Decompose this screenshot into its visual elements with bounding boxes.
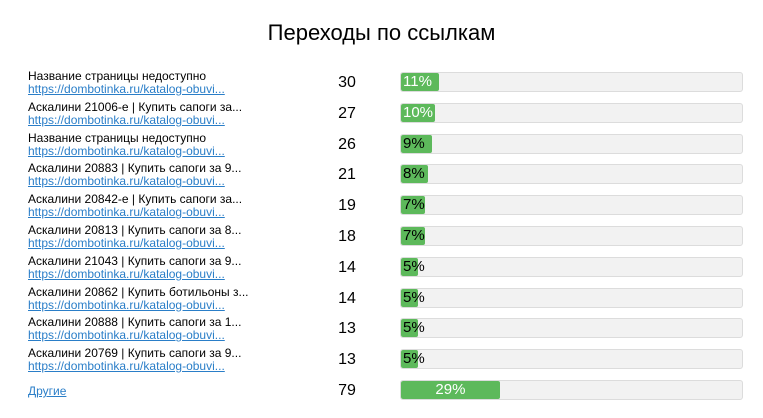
page-name: Аскалини 21043 | Купить сапоги за 9... [28,253,242,268]
page-link[interactable]: https://dombotinka.ru/katalog-obuvi... [28,266,225,281]
percent-label: 5% [403,319,425,337]
page-name: Аскалини 20862 | Купить ботильоны з... [28,284,249,299]
percent-label: 5% [403,257,425,275]
percent-bar-fill [401,380,500,399]
page-link[interactable]: https://dombotinka.ru/katalog-obuvi... [28,112,225,127]
list-item: Аскалини 20888 | Купить сапоги за 1... h… [0,314,763,345]
list-item: Аскалини 20769 | Купить сапоги за 9... h… [0,345,763,376]
percent-bar-fill [401,350,419,369]
percent-bar-fill [401,288,419,307]
page-name: Аскалини 20883 | Купить сапоги за 9... [28,161,242,176]
click-count: 27 [338,104,356,122]
percent-bar: 5% [400,318,743,339]
percent-bar: 10% [400,102,743,123]
page-link[interactable]: https://dombotinka.ru/katalog-obuvi... [28,359,225,374]
page-link[interactable]: https://dombotinka.ru/katalog-obuvi... [28,82,225,96]
percent-label: 10% [403,103,434,121]
click-count: 26 [338,135,356,153]
page-title: Переходы по ссылкам [267,20,496,45]
list-item: Аскалини 20813 | Купить сапоги за 8... h… [0,222,763,253]
percent-bar-fill [401,319,419,338]
list-item: Аскалини 21043 | Купить сапоги за 9... h… [0,253,763,284]
page-name: Аскалини 21006-е | Купить сапоги за... [28,99,243,114]
percent-bar: 5% [400,349,743,370]
page-name: Название страницы недоступно [28,69,207,83]
percent-bar-fill [401,165,429,184]
percent-bar: 7% [400,195,743,216]
page-name: Аскалини 20888 | Купить сапоги за 1... [28,315,242,330]
click-count: 30 [338,74,356,91]
page-link[interactable]: https://dombotinka.ru/katalog-obuvi... [28,143,225,158]
percent-bar: 9% [400,133,743,154]
percent-bar-fill [401,196,425,215]
list-item: Аскалини 21006-е | Купить сапоги за... h… [0,99,763,130]
list-item: Аскалини 20842-е | Купить сапоги за... h… [0,191,763,222]
page-link[interactable]: https://dombotinka.ru/katalog-obuvi... [28,297,225,312]
percent-bar-fill [401,73,439,91]
percent-label: 29% [435,380,466,398]
click-count: 79 [338,381,356,399]
list-item: Аскалини 20883 | Купить сапоги за 9... h… [0,160,763,191]
click-count: 13 [338,320,356,338]
page-link[interactable]: https://dombotinka.ru/katalog-obuvi... [28,205,225,220]
list-item: Название страницы недоступно https://dom… [0,130,763,161]
percent-label: 7% [403,196,425,214]
list-item-other: Другие 79 29% [0,376,763,407]
click-count: 21 [338,166,356,184]
percent-bar: 5% [400,256,743,277]
percent-label: 7% [403,226,425,244]
page-name: Аскалини 20813 | Купить сапоги за 8... [28,222,242,237]
percent-label: 5% [403,350,425,368]
percent-label: 9% [403,134,425,152]
link-clicks-list: Название страницы недоступно https://dom… [0,68,763,407]
page-link[interactable]: https://dombotinka.ru/katalog-obuvi... [28,328,225,343]
page-name: Название страницы недоступно [28,130,207,145]
page-name: Аскалини 20769 | Купить сапоги за 9... [28,346,242,361]
percent-label: 5% [403,288,425,306]
list-item: Название страницы недоступно https://dom… [0,68,763,99]
click-count: 19 [338,197,356,215]
click-count: 14 [338,258,356,276]
percent-bar: 5% [400,287,743,308]
percent-label: 11% [403,73,432,90]
click-count: 14 [338,289,356,307]
click-count: 13 [338,351,356,369]
page-link[interactable]: https://dombotinka.ru/katalog-obuvi... [28,174,225,189]
percent-bar-fill [401,226,425,245]
list-item: Аскалини 20862 | Купить ботильоны з... h… [0,284,763,315]
percent-bar: 8% [400,164,743,185]
percent-label: 8% [403,165,425,183]
percent-bar-fill [401,103,436,122]
other-link[interactable]: Другие [28,383,67,398]
percent-bar-fill [401,257,419,276]
percent-bar: 7% [400,225,743,246]
page-link[interactable]: https://dombotinka.ru/katalog-obuvi... [28,235,225,250]
page-name: Аскалини 20842-е | Купить сапоги за... [28,192,243,207]
percent-bar: 11% [400,72,743,92]
click-count: 18 [338,227,356,245]
percent-bar-fill [401,134,432,153]
percent-bar: 29% [400,379,743,400]
